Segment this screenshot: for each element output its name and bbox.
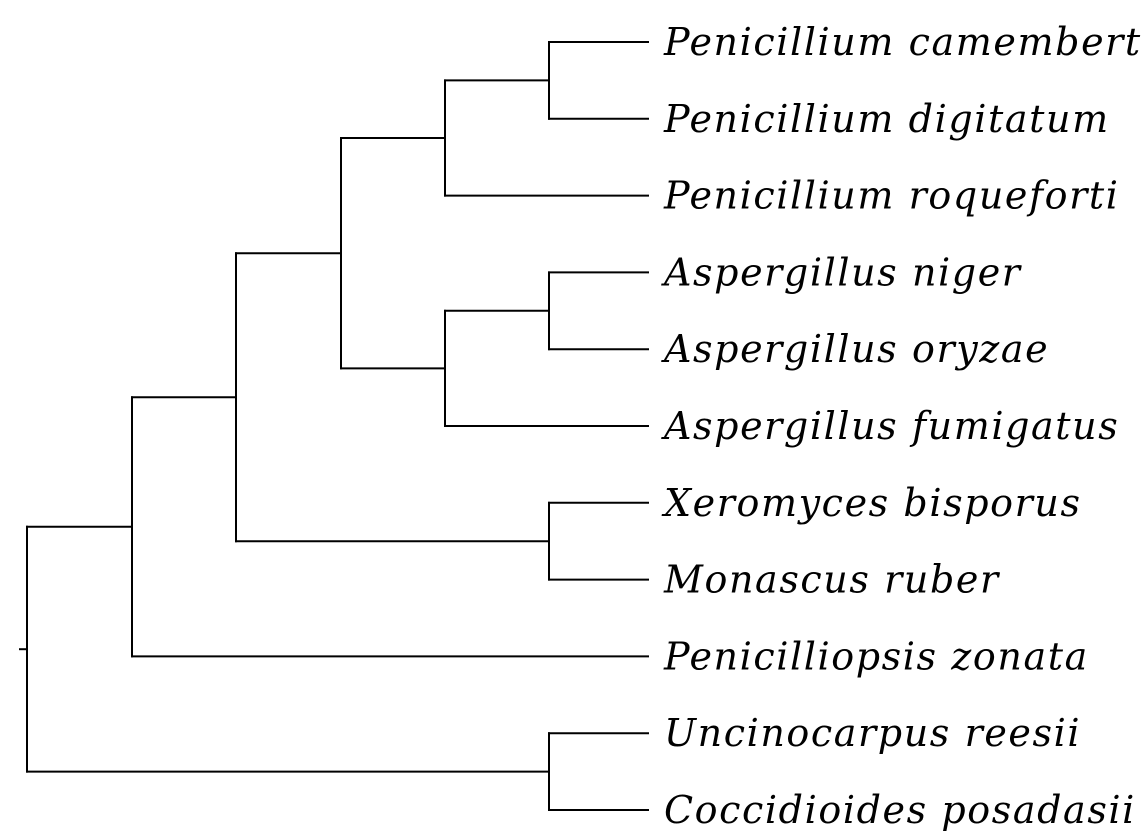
- taxon-label-a-fumigatus: Aspergillus fumigatus: [661, 404, 1119, 448]
- tree-branches: [19, 41, 649, 811]
- tree-labels: Penicillium camemberti Penicillium digita…: [661, 20, 1142, 832]
- taxon-label-p-roqueforti: Penicillium roqueforti: [663, 174, 1120, 218]
- taxon-label-a-oryzae: Aspergillus oryzae: [661, 327, 1049, 371]
- taxon-label-x-bisporus: Xeromyces bisporus: [661, 481, 1082, 525]
- taxon-label-m-ruber: Monascus ruber: [663, 558, 1001, 602]
- taxon-label-u-reesii: Uncinocarpus reesii: [664, 711, 1081, 755]
- taxon-label-p-camemberti: Penicillium camemberti: [663, 20, 1142, 64]
- taxon-label-a-niger: Aspergillus niger: [661, 250, 1023, 294]
- taxon-label-p-zonata: Penicilliopsis zonata: [663, 634, 1089, 678]
- taxon-label-p-digitatum: Penicillium digitatum: [663, 97, 1110, 141]
- taxon-label-c-posadasii: Coccidioides posadasii: [664, 788, 1136, 832]
